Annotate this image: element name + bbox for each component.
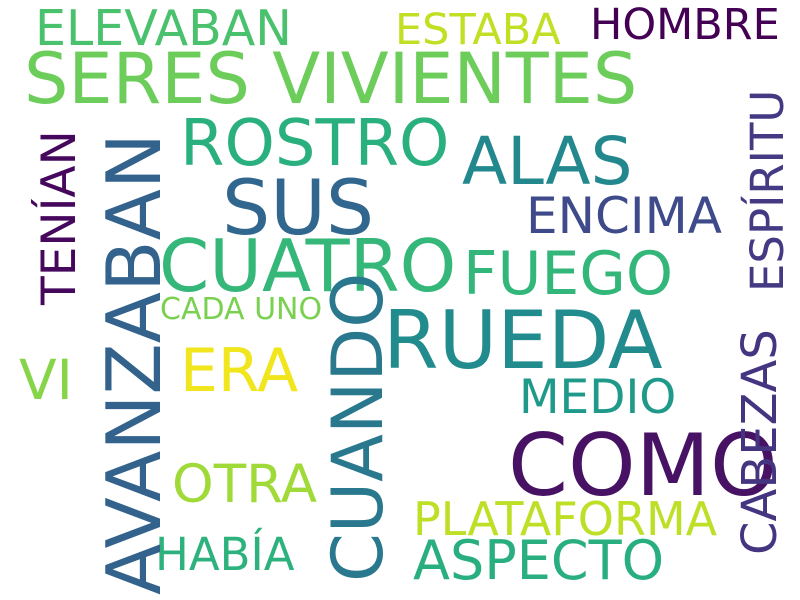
word-aspecto: ASPECTO [413, 529, 665, 592]
word-estaba: ESTABA [395, 5, 561, 55]
word-sus: SUS [222, 163, 375, 252]
word-como: COMO [508, 416, 778, 516]
word-rueda: RUEDA [383, 294, 663, 387]
word-cuando: CUANDO [317, 272, 399, 582]
word-medio: MEDIO [519, 370, 677, 425]
word-otra: OTRA [172, 454, 318, 515]
word-tenian: TENÍAN [32, 130, 87, 305]
word-cabezas: CABEZAS [732, 329, 788, 555]
word-elevaban: ELEVABAN [35, 0, 292, 57]
word-espiritu: ESPÍRITU [741, 89, 794, 292]
word-seres-vivientes: SERES VIVIENTES [24, 38, 638, 120]
word-avanzaban: AVANZABAN [90, 133, 178, 595]
word-era: ERA [180, 336, 299, 406]
word-vi: VI [19, 348, 73, 412]
word-alas: ALAS [462, 123, 633, 200]
word-hombre: HOMBRE [590, 0, 780, 50]
word-fuego: FUEGO [463, 239, 674, 309]
word-cuatro: CUATRO [159, 224, 457, 308]
word-rostro: ROSTRO [180, 107, 450, 181]
word-plataforma: PLATAFORMA [413, 492, 718, 546]
word-encima: ENCIMA [526, 187, 722, 245]
word-cada-uno: CADA UNO [160, 292, 323, 327]
word-habia: HABÍA [155, 528, 295, 581]
